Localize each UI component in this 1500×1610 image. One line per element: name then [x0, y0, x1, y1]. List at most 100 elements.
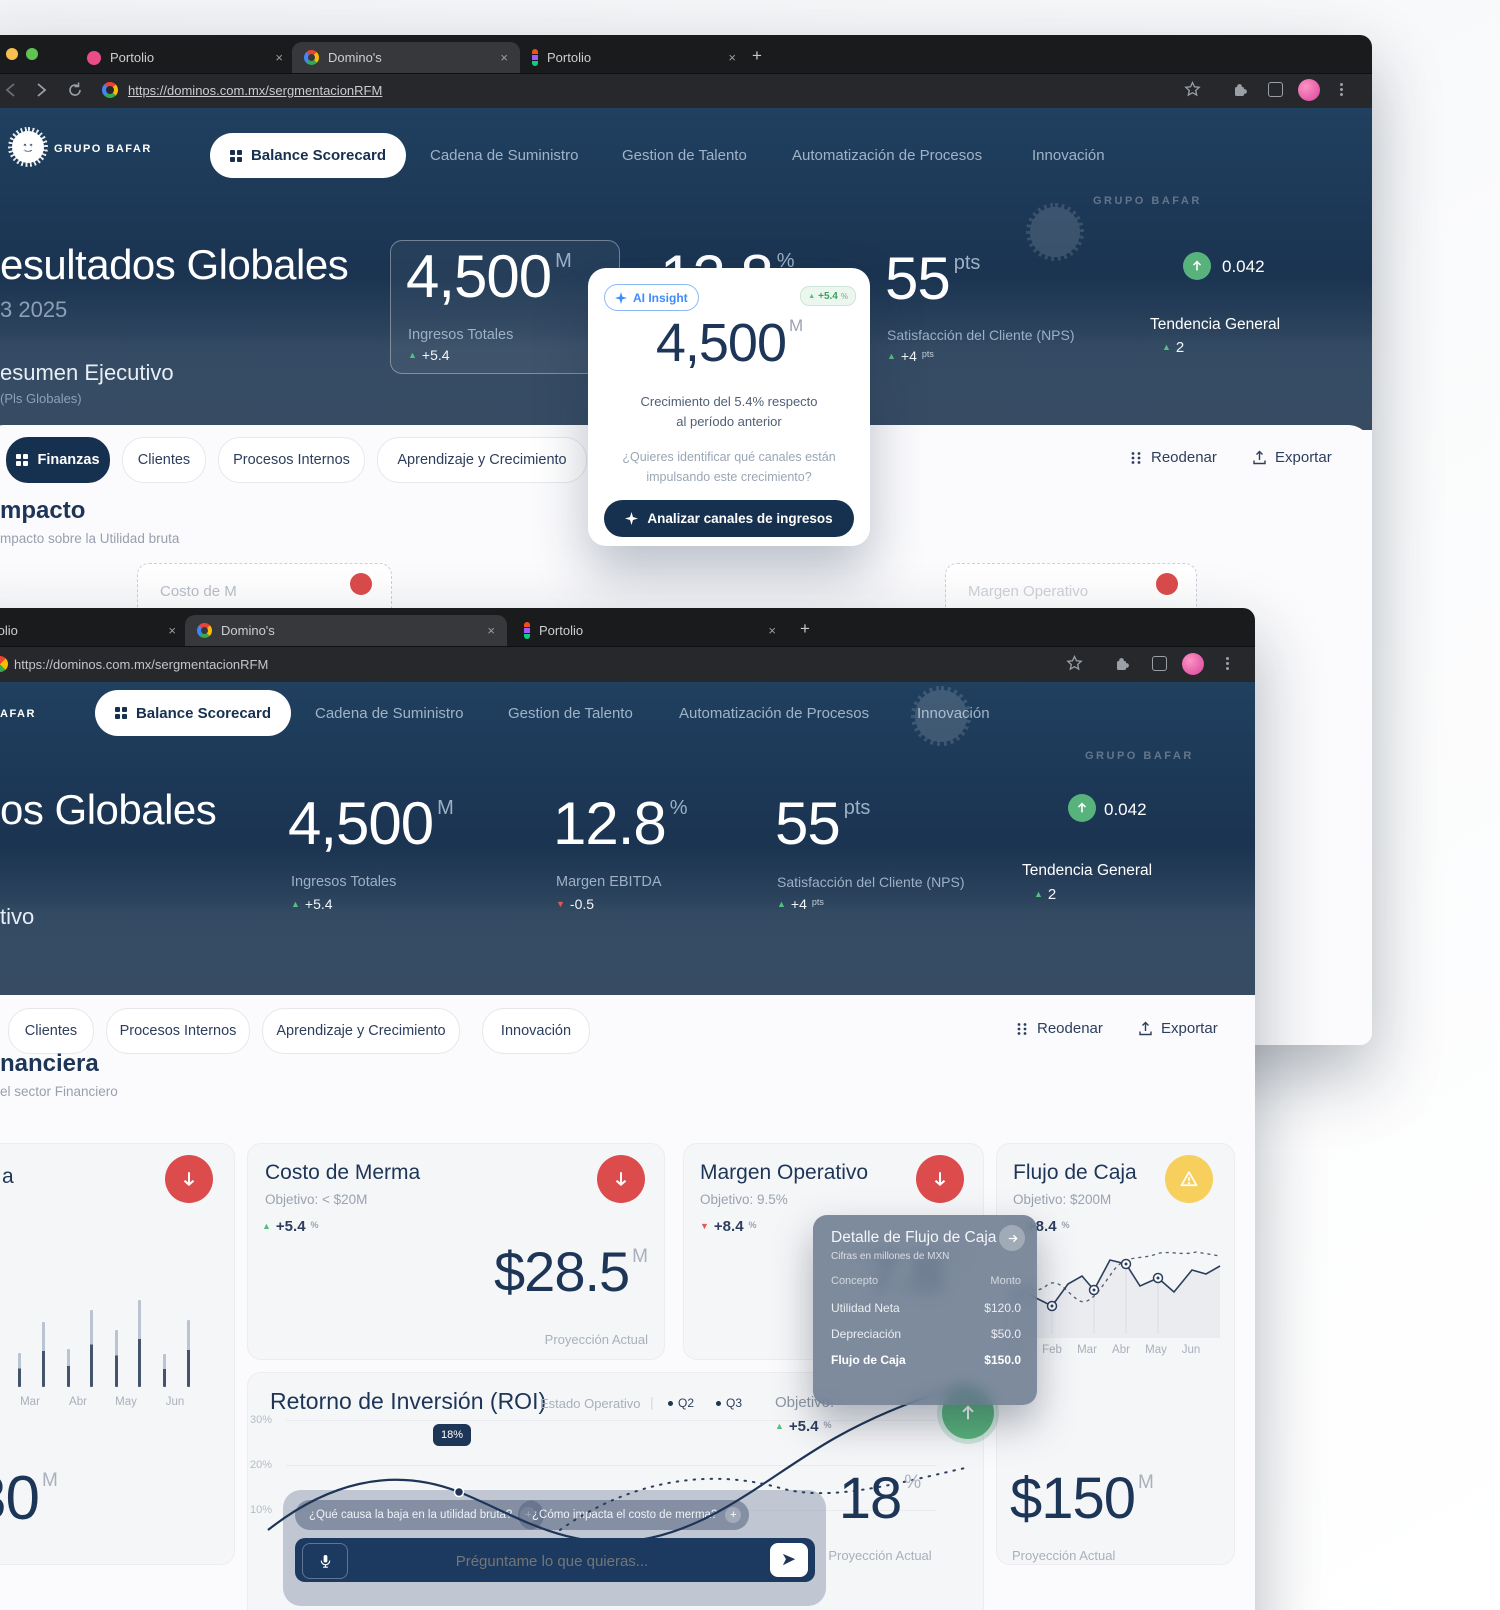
add-suggestion-icon[interactable]: + — [725, 1507, 742, 1523]
tab-group-icon[interactable] — [1268, 82, 1283, 97]
tab-procesos-internos[interactable]: Procesos Internos — [218, 437, 365, 483]
tab-close-icon[interactable]: × — [168, 623, 176, 638]
analyze-channels-button[interactable]: Analizar canales de ingresos — [604, 500, 854, 537]
suggestion-chip-1[interactable]: ¿Qué causa la baja en la utilidad bruta?… — [295, 1500, 545, 1530]
menu-kebab-icon[interactable] — [1340, 81, 1343, 98]
tab-close-icon[interactable]: × — [500, 50, 508, 65]
bar — [163, 1354, 166, 1387]
trend-delta: ▲ 2 — [1034, 886, 1057, 903]
reorder-button[interactable]: Reodenar — [1130, 449, 1217, 466]
nav-item-cadena[interactable]: Cadena de Suministro — [430, 147, 579, 164]
reorder-button[interactable]: Reodenar — [1016, 1020, 1103, 1037]
watermark-text: GRUPO BAFAR — [1085, 750, 1194, 762]
tooltip-arrow-button[interactable] — [999, 1225, 1025, 1251]
tooltip-row-value: $150.0 — [984, 1353, 1021, 1367]
status-down-icon — [916, 1155, 964, 1203]
tab-close-icon[interactable]: × — [275, 50, 283, 65]
figma-icon — [524, 622, 530, 639]
roi-caption: Proyección Actual — [828, 1548, 932, 1563]
nav-item-automatizacion[interactable]: Automatización de Procesos — [679, 705, 870, 722]
tab-aprendizaje[interactable]: Aprendizaje y Crecimiento — [262, 1008, 460, 1054]
url-text[interactable]: https://dominos.com.mx/sergmentacionRFM — [128, 83, 383, 98]
tab-label: tolio — [0, 623, 18, 638]
google-favicon — [304, 50, 319, 65]
legend-q2[interactable]: Q2 — [668, 1396, 694, 1410]
bookmark-star-icon[interactable] — [1066, 655, 1083, 672]
tab-procesos-internos[interactable]: Procesos Internos — [106, 1008, 250, 1054]
extensions-puzzle-icon[interactable] — [1114, 655, 1131, 672]
url-text[interactable]: https://dominos.com.mx/sergmentacionRFM — [14, 657, 269, 672]
nav-item-talento[interactable]: Gestion de Talento — [508, 705, 633, 722]
gridline — [286, 1420, 936, 1421]
y-tick: 30% — [250, 1414, 273, 1426]
popup-question1: ¿Quieres identificar qué canales están — [622, 450, 836, 464]
alert-down-circle-icon — [350, 573, 372, 595]
kpi-delta: ▲ +5.4 — [291, 896, 333, 912]
nav-item-automatizacion[interactable]: Automatización de Procesos — [792, 147, 983, 164]
suggestion-chip-2[interactable]: ¿Cómo impacta el costo de merma? + — [518, 1500, 750, 1530]
tab-close-icon[interactable]: × — [487, 623, 495, 638]
bar — [42, 1322, 45, 1387]
profile-avatar[interactable] — [1298, 79, 1320, 101]
month-label: Abr — [1112, 1344, 1130, 1356]
kpi-value-nps: 55 pts — [885, 245, 981, 312]
export-button[interactable]: Exportar — [1138, 1020, 1218, 1037]
refresh-icon[interactable] — [66, 81, 84, 99]
tab-finanzas[interactable]: Finanzas — [6, 437, 110, 483]
google-favicon — [197, 623, 212, 638]
tab-group-icon[interactable] — [1152, 656, 1167, 671]
traffic-light-minimize[interactable] — [6, 48, 18, 60]
card-objective: Objetivo: $200M — [1013, 1192, 1112, 1207]
nav-item-cadena[interactable]: Cadena de Suministro — [315, 705, 464, 722]
tab-clientes[interactable]: Clientes — [8, 1008, 94, 1054]
point-label-badge: 18% — [433, 1424, 471, 1446]
kpi-delta: ▲ +4 pts — [887, 348, 934, 364]
tooltip-row-label: Flujo de Caja — [831, 1353, 906, 1367]
ai-insight-badge: AI Insight — [604, 284, 699, 311]
profile-avatar[interactable] — [1182, 653, 1204, 675]
legend-q3[interactable]: Q3 — [716, 1396, 742, 1410]
new-tab-button[interactable]: + — [752, 46, 762, 65]
traffic-light-zoom[interactable] — [26, 48, 38, 60]
period-label: 3 2025 — [0, 297, 68, 322]
nav-tab-balance-scorecard[interactable]: Balance Scorecard — [95, 690, 291, 736]
kpi-label: Ingresos Totales — [408, 327, 514, 343]
page-title: esultados Globales — [0, 241, 349, 288]
cashflow-line-chart — [1007, 1251, 1221, 1338]
back-icon[interactable] — [2, 81, 20, 99]
card-value: $28.5 M — [494, 1240, 648, 1303]
mic-button[interactable] — [302, 1543, 348, 1579]
arrow-right-icon — [1008, 1234, 1018, 1242]
chat-input[interactable] — [350, 1540, 754, 1582]
export-icon — [1139, 1021, 1152, 1036]
tab-clientes[interactable]: Clientes — [122, 437, 206, 483]
trend-up-circle-icon — [1068, 794, 1096, 822]
browser-tab-dominos[interactable]: Domino's × — [292, 42, 520, 73]
forward-icon[interactable] — [32, 81, 50, 99]
nav-item-innovacion[interactable]: Innovación — [917, 705, 990, 722]
browser-tab-portolio-1[interactable]: Portolio × — [75, 42, 295, 73]
export-button[interactable]: Exportar — [1252, 449, 1332, 466]
bookmark-star-icon[interactable] — [1184, 81, 1201, 98]
menu-kebab-icon[interactable] — [1226, 655, 1229, 672]
browser-tab-portolio-2[interactable]: Portolio × — [520, 42, 748, 73]
microphone-icon — [320, 1554, 330, 1568]
nav-tab-balance-scorecard[interactable]: Balance Scorecard — [210, 133, 406, 178]
nav-item-talento[interactable]: Gestion de Talento — [622, 147, 747, 164]
browser-tab-dominos[interactable]: Domino's × — [185, 615, 507, 646]
browser-tab-portolio-1[interactable]: tolio × — [0, 615, 188, 646]
bar — [67, 1349, 70, 1387]
tab-innovacion[interactable]: Innovación — [482, 1008, 590, 1054]
browser-tab-portolio-2[interactable]: Portolio × — [512, 615, 788, 646]
tooltip-title: Detalle de Flujo de Caja — [831, 1229, 997, 1246]
google-favicon — [0, 656, 8, 672]
tab-aprendizaje[interactable]: Aprendizaje y Crecimiento — [377, 437, 587, 483]
new-tab-button[interactable]: + — [800, 619, 810, 638]
tab-close-icon[interactable]: × — [728, 50, 736, 65]
tab-close-icon[interactable]: × — [768, 623, 776, 638]
card-value: 30M — [0, 1464, 58, 1533]
url-row — [0, 646, 1255, 683]
nav-item-innovacion[interactable]: Innovación — [1032, 147, 1105, 164]
send-button[interactable] — [770, 1543, 808, 1577]
extensions-puzzle-icon[interactable] — [1232, 81, 1249, 98]
